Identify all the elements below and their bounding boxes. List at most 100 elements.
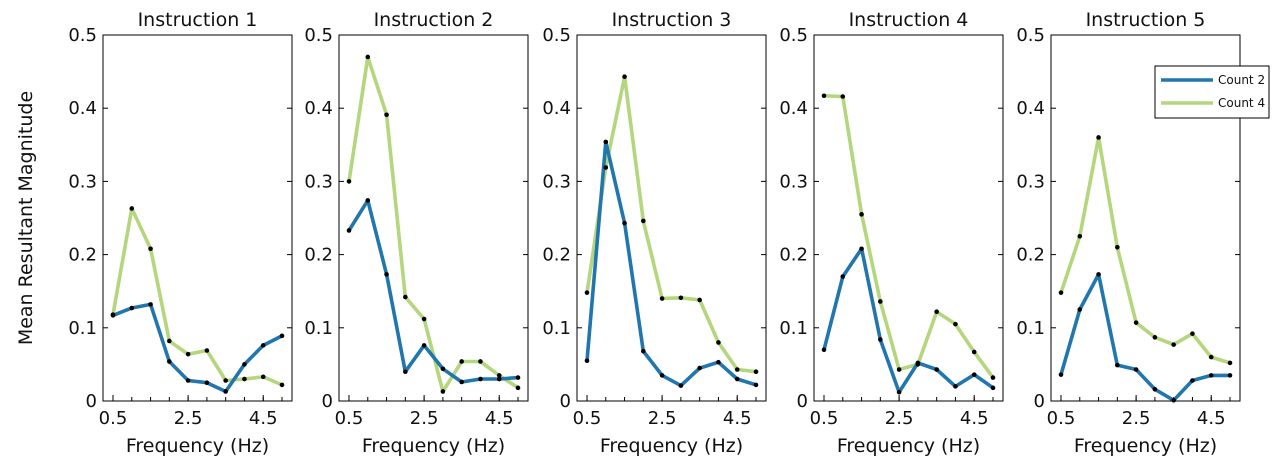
legend-entry: Count 2 [1218, 73, 1265, 87]
x-axis-label: Frequency (Hz) [837, 435, 980, 457]
series-line-count-2 [1059, 272, 1232, 403]
data-point [584, 290, 590, 295]
data-point [1077, 307, 1083, 312]
y-tick-label: 0.3 [1016, 171, 1045, 192]
data-point [716, 359, 721, 365]
data-point [753, 382, 759, 388]
data-point [659, 373, 665, 378]
data-point [896, 389, 902, 395]
y-tick-label: 0.5 [1016, 25, 1045, 46]
x-tick-label: 2.5 [885, 408, 914, 429]
y-tick-label: 0.1 [542, 318, 571, 339]
data-point [859, 246, 864, 252]
legend-entry: Count 4 [1218, 96, 1265, 110]
data-point [515, 385, 521, 391]
x-tick-label: 4.5 [485, 408, 514, 429]
data-point [167, 359, 172, 364]
y-tick-label: 0.3 [542, 171, 571, 192]
data-point [697, 365, 702, 371]
y-tick-label: 0.1 [1016, 318, 1045, 339]
plot-frame [102, 34, 293, 402]
panel-title: Instruction 4 [849, 9, 969, 31]
data-point [459, 379, 464, 385]
data-point [1077, 234, 1083, 239]
data-point [734, 376, 740, 382]
data-point [990, 375, 996, 380]
data-point [971, 349, 977, 355]
data-point [1115, 244, 1120, 250]
data-point [148, 302, 153, 307]
data-point [603, 139, 609, 145]
y-tick-label: 0.4 [68, 98, 97, 119]
data-point [697, 297, 702, 303]
series-line-count-4 [1059, 135, 1232, 365]
plot-frame [1050, 34, 1241, 402]
data-point [365, 198, 371, 203]
data-point [223, 389, 228, 394]
data-point [1190, 378, 1195, 383]
x-tick-label: 4.5 [1197, 408, 1226, 429]
data-point [990, 385, 996, 391]
data-point [1208, 373, 1214, 378]
data-point [953, 384, 958, 389]
data-point [421, 316, 427, 322]
series-line-count-2 [822, 246, 995, 395]
panel-title: Instruction 2 [374, 9, 494, 31]
data-point [260, 374, 266, 380]
series-line-count-4 [822, 94, 995, 380]
data-point [260, 343, 266, 348]
data-point [1152, 386, 1158, 392]
x-tick-label: 0.5 [810, 408, 839, 429]
data-point [148, 246, 153, 252]
plot-frame [338, 34, 529, 402]
data-point [185, 378, 191, 383]
x-tick-label: 0.5 [573, 408, 602, 429]
data-point [716, 340, 721, 345]
data-point [204, 348, 210, 353]
data-point [840, 94, 846, 99]
data-point [459, 359, 464, 364]
data-point [279, 333, 285, 339]
data-point [129, 305, 135, 311]
data-point [365, 54, 371, 60]
panel-1: Instruction 1 0 0.1 0.2 0.3 0.4 0.5 0.5 2.5 4.5 Fr… [68, 9, 293, 457]
y-tick-label: 0 [797, 391, 808, 412]
x-tick-label: 2.5 [1122, 408, 1151, 429]
data-point [384, 272, 389, 277]
y-tick-label: 0.5 [68, 25, 97, 46]
x-axis-label: Frequency (Hz) [600, 435, 743, 457]
panel-title: Instruction 1 [138, 9, 258, 31]
y-tick-label: 0.3 [304, 171, 333, 192]
data-point [279, 382, 285, 388]
data-point [129, 206, 135, 211]
data-point [1190, 331, 1195, 336]
data-point [223, 378, 228, 383]
data-point [1171, 397, 1176, 403]
data-point [346, 228, 352, 233]
y-tick-label: 0.2 [779, 245, 808, 266]
x-axis-label: Frequency (Hz) [1074, 435, 1217, 457]
y-tick-label: 0.3 [68, 171, 97, 192]
data-point [678, 295, 684, 301]
y-tick-label: 0.4 [1016, 98, 1045, 119]
data-point [934, 367, 939, 372]
y-tick-label: 0 [86, 391, 97, 412]
data-point [641, 218, 646, 224]
y-tick-label: 0.3 [779, 171, 808, 192]
data-point [167, 338, 172, 344]
data-point [659, 296, 665, 301]
data-point [934, 309, 939, 314]
data-point [859, 212, 864, 217]
x-axis-label: Frequency (Hz) [362, 435, 505, 457]
data-point [840, 274, 846, 279]
data-point [478, 359, 483, 364]
data-point [734, 367, 740, 372]
data-point [1133, 320, 1139, 325]
data-point [622, 220, 627, 226]
data-point [515, 375, 521, 380]
data-point [242, 376, 247, 382]
data-point [346, 179, 352, 184]
y-tick-label: 0.2 [542, 245, 571, 266]
y-tick-label: 0.4 [304, 98, 333, 119]
